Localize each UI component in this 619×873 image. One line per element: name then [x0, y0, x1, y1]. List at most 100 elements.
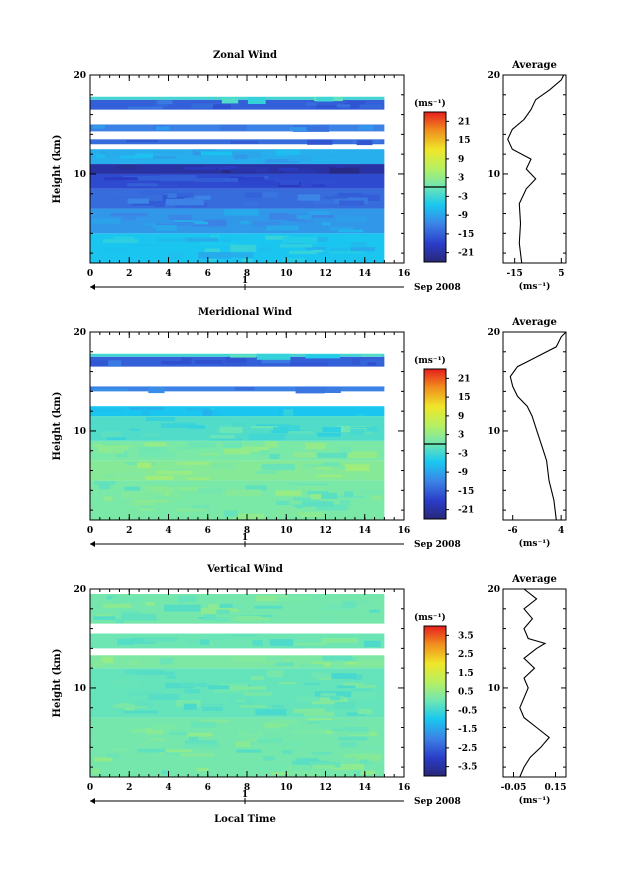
average-y-tick-label: 20 — [487, 328, 500, 338]
heatmap-patch — [330, 696, 340, 701]
heatmap-patch — [356, 413, 365, 416]
heatmap-patch — [288, 155, 312, 162]
heatmap-patch — [323, 196, 348, 199]
heatmap-patch — [266, 225, 299, 231]
heatmap-patch — [188, 441, 217, 448]
heatmap-patch — [248, 433, 285, 441]
heatmap-patch — [307, 490, 329, 495]
heatmap-patch — [232, 421, 246, 427]
day-marker-label: 1 — [242, 276, 248, 286]
heatmap-patch — [259, 660, 276, 666]
colorbar-tick-label: -3 — [458, 192, 468, 202]
heatmap-patch — [322, 462, 340, 466]
colorbar-tick-label: 21 — [458, 117, 471, 127]
heatmap-patch — [182, 237, 218, 242]
heatmap-patch — [230, 140, 259, 144]
heatmap-patch — [345, 464, 370, 472]
x-tick-label: 8 — [244, 526, 250, 536]
heatmap-patch — [258, 656, 285, 663]
colorbar-tick-label: 3 — [458, 431, 464, 441]
heatmap-patch — [355, 754, 382, 761]
heatmap-patch — [251, 426, 278, 429]
heatmap-patch — [302, 501, 334, 507]
heatmap-patch — [314, 736, 346, 743]
heatmap-patch — [339, 611, 377, 614]
heatmap-patch — [312, 764, 335, 769]
average-y-tick-label: 10 — [487, 170, 500, 180]
heatmap-patch — [135, 490, 166, 496]
heatmap-patch — [207, 256, 217, 262]
day-axis-arrow — [90, 798, 95, 804]
date-label: Sep 2008 — [414, 283, 461, 293]
x-tick-label: 0 — [87, 269, 93, 279]
heatmap-patch — [317, 452, 348, 458]
heatmap-patch — [303, 469, 327, 475]
heatmap-patch — [223, 236, 251, 240]
heatmap-patch — [344, 491, 354, 497]
heatmap-patch — [106, 150, 135, 156]
heatmap-patch — [307, 139, 333, 145]
heatmap-patch — [303, 711, 335, 717]
heatmap-patch — [102, 239, 139, 243]
heatmap-patch — [292, 125, 330, 132]
heatmap-patch — [136, 671, 175, 675]
y-tick-label: 10 — [73, 427, 86, 437]
heatmap-patch — [113, 197, 140, 200]
colorbar-label: (ms⁻¹) — [414, 98, 446, 109]
heatmap-patch — [356, 140, 373, 146]
heatmap-patch — [261, 463, 295, 471]
heatmap-patch — [209, 438, 243, 441]
average-profile-line — [509, 331, 567, 521]
heatmap-patch — [240, 221, 249, 225]
heatmap-patch — [153, 486, 174, 493]
colorbar-tick-label: 3.5 — [458, 631, 474, 641]
heatmap-patch — [161, 423, 197, 428]
heatmap-patch — [221, 97, 239, 104]
heatmap-patch — [346, 692, 377, 699]
heatmap-patch — [93, 388, 128, 391]
heatmap-patch — [300, 437, 336, 440]
heatmap-patch — [359, 759, 369, 764]
heatmap-patch — [145, 602, 155, 606]
heatmap-patch — [296, 758, 319, 765]
heatmap-patch — [290, 362, 328, 367]
heatmap-patch — [224, 209, 259, 216]
heatmap-patch — [219, 603, 234, 610]
heatmap-data — [90, 96, 385, 263]
heatmap-patch — [282, 236, 318, 244]
heatmap-patch — [143, 223, 156, 226]
heatmap-patch — [349, 247, 375, 252]
average-title: Average — [511, 574, 557, 585]
x-tick-label: 2 — [126, 526, 132, 536]
heatmap-patch — [127, 198, 149, 204]
heatmap-patch — [115, 618, 124, 624]
heatmap-patch — [93, 444, 104, 447]
heatmap-patch — [256, 764, 289, 772]
average-profile-line — [507, 74, 565, 264]
heatmap-patch — [157, 238, 186, 242]
heatmap-patch — [229, 611, 267, 616]
heatmap-patch — [144, 475, 174, 480]
day-axis-arrow — [90, 284, 95, 290]
heatmap-patch — [112, 704, 144, 708]
heatmap-patch — [229, 686, 266, 690]
heatmap-patch — [188, 735, 199, 742]
heatmap-patch — [115, 609, 140, 613]
heatmap-patch — [110, 448, 125, 454]
heatmap-patch — [329, 167, 360, 174]
y-axis-label: Height (km) — [52, 135, 63, 204]
heatmap-patch — [202, 707, 223, 711]
heatmap-patch — [121, 613, 157, 621]
heatmap-patch — [316, 96, 334, 102]
heatmap-patch — [306, 102, 318, 106]
heatmap-patch — [93, 660, 104, 667]
heatmap-patch — [117, 164, 137, 170]
heatmap-patch — [211, 463, 235, 470]
heatmap-patch — [318, 723, 342, 729]
colorbar-tick-label: 0.5 — [458, 688, 474, 698]
heatmap-patch — [100, 431, 121, 438]
heatmap-patch — [322, 427, 341, 433]
heatmap-patch — [200, 151, 232, 156]
colorbar-tick-label: -15 — [458, 230, 474, 240]
heatmap-patch — [195, 149, 215, 152]
